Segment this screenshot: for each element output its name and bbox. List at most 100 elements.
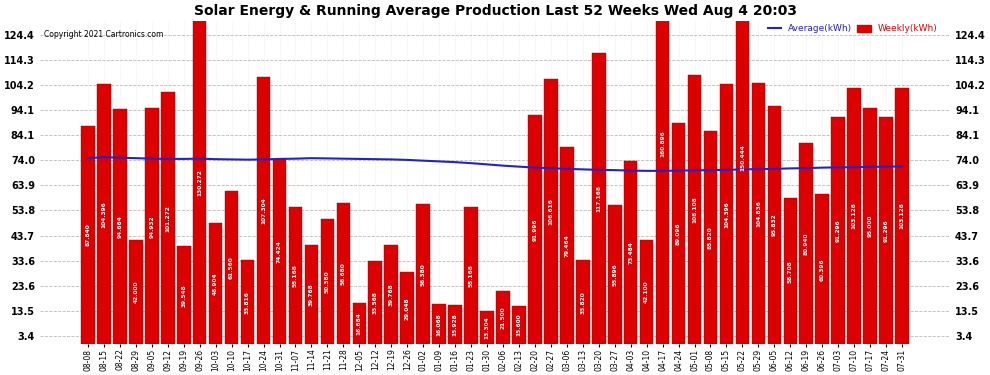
Text: 29.048: 29.048 bbox=[405, 297, 410, 320]
Bar bbox=[193, 20, 207, 344]
Text: 160.896: 160.896 bbox=[660, 131, 665, 158]
Bar bbox=[225, 191, 239, 344]
Text: 61.560: 61.560 bbox=[229, 256, 234, 279]
Text: 15.928: 15.928 bbox=[452, 313, 457, 336]
Bar bbox=[289, 207, 302, 344]
Bar bbox=[767, 106, 781, 344]
Bar bbox=[751, 83, 765, 344]
Text: 85.820: 85.820 bbox=[708, 226, 713, 249]
Text: 91.996: 91.996 bbox=[533, 219, 538, 241]
Bar bbox=[800, 143, 813, 344]
Text: 106.616: 106.616 bbox=[548, 198, 553, 225]
Bar bbox=[592, 53, 606, 344]
Bar bbox=[624, 162, 638, 344]
Bar bbox=[305, 245, 318, 344]
Bar bbox=[337, 203, 350, 344]
Text: 87.840: 87.840 bbox=[85, 224, 90, 246]
Bar bbox=[736, 0, 749, 344]
Bar bbox=[464, 207, 478, 344]
Text: 56.680: 56.680 bbox=[341, 262, 346, 285]
Bar bbox=[177, 246, 190, 344]
Text: 95.000: 95.000 bbox=[867, 215, 872, 237]
Bar bbox=[129, 240, 143, 344]
Bar bbox=[783, 198, 797, 344]
Text: 33.820: 33.820 bbox=[580, 291, 585, 314]
Bar bbox=[895, 88, 909, 344]
Bar bbox=[321, 219, 335, 344]
Text: 55.168: 55.168 bbox=[468, 264, 473, 287]
Text: 94.664: 94.664 bbox=[118, 215, 123, 238]
Bar bbox=[352, 303, 366, 344]
Text: 91.296: 91.296 bbox=[836, 219, 841, 242]
Bar bbox=[528, 116, 542, 344]
Bar bbox=[704, 131, 718, 344]
Text: 58.708: 58.708 bbox=[788, 260, 793, 283]
Bar bbox=[832, 117, 845, 344]
Legend: Average(kWh), Weekly(kWh): Average(kWh), Weekly(kWh) bbox=[764, 21, 941, 37]
Text: Copyright 2021 Cartronics.com: Copyright 2021 Cartronics.com bbox=[45, 30, 163, 39]
Bar bbox=[608, 205, 622, 344]
Bar bbox=[400, 272, 414, 344]
Text: 91.296: 91.296 bbox=[884, 219, 889, 242]
Text: 107.304: 107.304 bbox=[261, 198, 266, 224]
Bar bbox=[97, 84, 111, 344]
Text: 33.816: 33.816 bbox=[246, 291, 250, 314]
Text: 108.108: 108.108 bbox=[692, 196, 697, 223]
Text: 117.168: 117.168 bbox=[596, 185, 601, 212]
Text: 56.380: 56.380 bbox=[421, 263, 426, 286]
Text: 42.000: 42.000 bbox=[134, 281, 139, 303]
Text: 48.904: 48.904 bbox=[213, 272, 218, 295]
Bar bbox=[113, 109, 127, 344]
Text: 50.380: 50.380 bbox=[325, 270, 330, 293]
Bar bbox=[688, 75, 701, 344]
Text: 104.396: 104.396 bbox=[724, 201, 729, 228]
Bar bbox=[576, 260, 590, 344]
Bar bbox=[560, 147, 573, 344]
Text: 16.684: 16.684 bbox=[356, 312, 361, 335]
Bar bbox=[161, 92, 174, 344]
Text: 80.940: 80.940 bbox=[804, 232, 809, 255]
Text: 42.100: 42.100 bbox=[644, 281, 649, 303]
Bar bbox=[640, 240, 653, 344]
Text: 150.444: 150.444 bbox=[740, 144, 744, 171]
Bar bbox=[480, 311, 494, 344]
Text: 103.128: 103.128 bbox=[851, 202, 856, 229]
Text: 103.128: 103.128 bbox=[900, 202, 905, 229]
Text: 33.568: 33.568 bbox=[373, 291, 378, 314]
Bar bbox=[384, 245, 398, 344]
Title: Solar Energy & Running Average Production Last 52 Weeks Wed Aug 4 20:03: Solar Energy & Running Average Productio… bbox=[193, 4, 797, 18]
Text: 55.168: 55.168 bbox=[293, 264, 298, 287]
Bar bbox=[448, 305, 462, 344]
Bar bbox=[720, 84, 734, 344]
Bar bbox=[816, 194, 829, 344]
Bar bbox=[256, 77, 270, 344]
Bar bbox=[655, 0, 669, 344]
Bar bbox=[433, 304, 446, 344]
Text: 73.484: 73.484 bbox=[629, 242, 634, 264]
Bar bbox=[417, 204, 430, 344]
Text: 130.272: 130.272 bbox=[197, 169, 202, 196]
Bar bbox=[672, 123, 685, 344]
Text: 55.896: 55.896 bbox=[612, 264, 617, 286]
Text: 79.464: 79.464 bbox=[564, 234, 569, 257]
Bar bbox=[496, 291, 510, 344]
Bar bbox=[272, 159, 286, 344]
Text: 104.396: 104.396 bbox=[101, 201, 106, 228]
Text: 101.272: 101.272 bbox=[165, 205, 170, 232]
Text: 39.768: 39.768 bbox=[309, 284, 314, 306]
Bar bbox=[145, 108, 158, 344]
Text: 16.068: 16.068 bbox=[437, 313, 442, 336]
Bar bbox=[847, 88, 861, 344]
Text: 94.932: 94.932 bbox=[149, 215, 154, 237]
Text: 15.600: 15.600 bbox=[517, 314, 522, 336]
Text: 95.832: 95.832 bbox=[772, 214, 777, 237]
Text: 60.396: 60.396 bbox=[820, 258, 825, 280]
Text: 89.096: 89.096 bbox=[676, 222, 681, 245]
Bar bbox=[368, 261, 382, 344]
Text: 39.548: 39.548 bbox=[181, 284, 186, 306]
Text: 21.500: 21.500 bbox=[501, 306, 506, 329]
Bar bbox=[512, 306, 526, 344]
Text: 39.768: 39.768 bbox=[389, 284, 394, 306]
Text: 13.304: 13.304 bbox=[484, 316, 489, 339]
Text: 74.424: 74.424 bbox=[277, 240, 282, 263]
